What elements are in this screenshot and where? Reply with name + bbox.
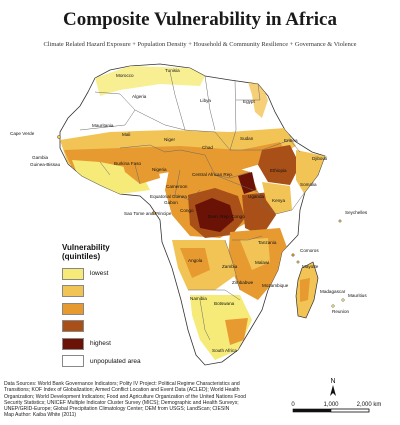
legend-swatch [62, 285, 84, 298]
label-angola: Angola [188, 258, 203, 263]
label-nigeria: Nigeria [152, 167, 167, 172]
label-eritrea: Eritrea [284, 138, 298, 143]
legend-item: lowest [62, 265, 172, 283]
label-mayotte: Mayotte [302, 264, 319, 269]
label-egypt: Egypt [243, 99, 255, 104]
north-arrow-icon: N [330, 378, 336, 396]
label-burkina: Burkina Faso [114, 161, 142, 166]
label-zimbabwe: Zimbabwe [232, 280, 254, 285]
legend-swatch [62, 320, 84, 333]
data-sources-note: Data Sources: World Bank Governance Indi… [4, 381, 304, 419]
legend-item [62, 283, 172, 301]
comoros-island [291, 253, 295, 257]
label-chad: Chad [202, 145, 213, 150]
label-seychelles: Seychelles [345, 210, 368, 215]
label-mozambique: Mozambique [262, 283, 289, 288]
label-sudan: Sudan [240, 136, 254, 141]
reunion-island [331, 304, 335, 308]
legend-title-line1: Vulnerability [62, 243, 110, 252]
madagascar-interior [300, 278, 310, 302]
map-author: Map Author: Kaiba White (2011) [4, 412, 77, 419]
legend: Vulnerability (quintiles) lowest highest… [62, 243, 172, 370]
label-guinea-bissau: Guinea-Bissau [30, 162, 61, 167]
sources-line: Organization; World Development Indicato… [4, 393, 246, 400]
label-gambia: Gambia [32, 155, 49, 160]
sources-line: UNEP/GRID-Europe; Global Precipitation C… [4, 406, 230, 413]
label-uganda: Uganda [248, 194, 265, 199]
legend-swatch [62, 267, 84, 280]
legend-label: unpopulated area [90, 357, 141, 365]
legend-item: unpopulated area [62, 353, 172, 371]
legend-title: Vulnerability (quintiles) [62, 243, 172, 261]
africa-map: Morocco Algeria Tunisia Libya Egypt Maur… [10, 63, 368, 366]
sao-tome-island [152, 211, 156, 215]
map-subtitle: Climate Related Hazard Exposure + Popula… [43, 41, 357, 48]
label-tanzania: Tanzania [258, 240, 277, 245]
legend-item [62, 318, 172, 336]
label-botswana: Botswana [214, 301, 235, 306]
country-borders [79, 71, 306, 341]
cape-verde-island [57, 135, 61, 139]
label-tunisia: Tunisia [165, 68, 180, 73]
label-niger: Niger [164, 137, 175, 142]
label-malawi: Malawi [255, 260, 269, 265]
label-reunion: Reunion [332, 309, 350, 314]
seychelles-island [338, 219, 342, 223]
label-cape-verde: Cape Verde [10, 131, 35, 136]
label-madagascar: Madagascar [320, 289, 346, 294]
label-mauritius: Mauritius [348, 293, 367, 298]
legend-label: lowest [90, 270, 109, 278]
legend-swatch [62, 302, 84, 315]
scale-tick-label: 0 [291, 402, 295, 408]
label-zambia: Zambia [222, 264, 238, 269]
label-south-africa: South Africa [212, 348, 237, 353]
label-car: Central African Rep. [192, 172, 233, 177]
legend-swatch [62, 337, 84, 350]
legend-label: highest [90, 340, 111, 348]
sources-line: Data Sources: World Bank Governance Indi… [4, 381, 240, 387]
label-eq-guinea: Equatorial Guinea [150, 194, 187, 199]
mayotte-island [296, 260, 300, 264]
vulnerability-surface [60, 66, 325, 360]
label-drc: Dem. Rep. Congo [208, 214, 245, 219]
label-comoros: Comoros [300, 248, 319, 253]
sources-line: Security Statistics; UNICEF Multiple Ind… [4, 399, 239, 406]
label-algeria: Algeria [132, 94, 147, 99]
label-morocco: Morocco [116, 73, 134, 78]
legend-item: highest [62, 335, 172, 353]
label-libya: Libya [200, 98, 211, 103]
scale-tick-label: 2,000 km [357, 402, 382, 408]
north-label: N [330, 378, 335, 385]
label-ethiopia: Ethiopia [270, 168, 287, 173]
mauritius-island [341, 298, 345, 302]
legend-title-line2: (quintiles) [62, 252, 101, 261]
label-congo: Congo [180, 208, 194, 213]
sources-line: Transitions; KOF Index of Globalization;… [4, 387, 240, 394]
country-labels: Morocco Algeria Tunisia Libya Egypt Maur… [10, 68, 368, 353]
label-mali: Mali [122, 132, 130, 137]
scale-bar: 0 1,000 2,000 km [291, 402, 382, 413]
legend-item [62, 300, 172, 318]
label-gabon: Gabon [164, 200, 178, 205]
label-mauritania: Mauritania [92, 123, 114, 128]
scale-tick-label: 1,000 [323, 402, 339, 408]
label-namibia: Namibia [190, 296, 207, 301]
label-kenya: Kenya [272, 198, 285, 203]
label-cameroon: Cameroon [166, 184, 188, 189]
label-djibouti: Djibouti [312, 156, 327, 161]
legend-swatch [62, 355, 84, 368]
label-somalia: Somalia [300, 182, 317, 187]
map-title: Composite Vulnerability in Africa [63, 9, 337, 30]
label-sao-tome: Sao Tome and Principe [124, 211, 172, 216]
